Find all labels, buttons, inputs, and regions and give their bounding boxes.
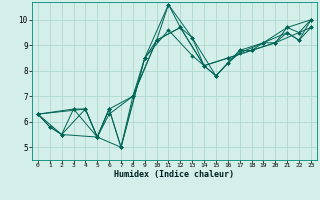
X-axis label: Humidex (Indice chaleur): Humidex (Indice chaleur) [115, 170, 234, 179]
